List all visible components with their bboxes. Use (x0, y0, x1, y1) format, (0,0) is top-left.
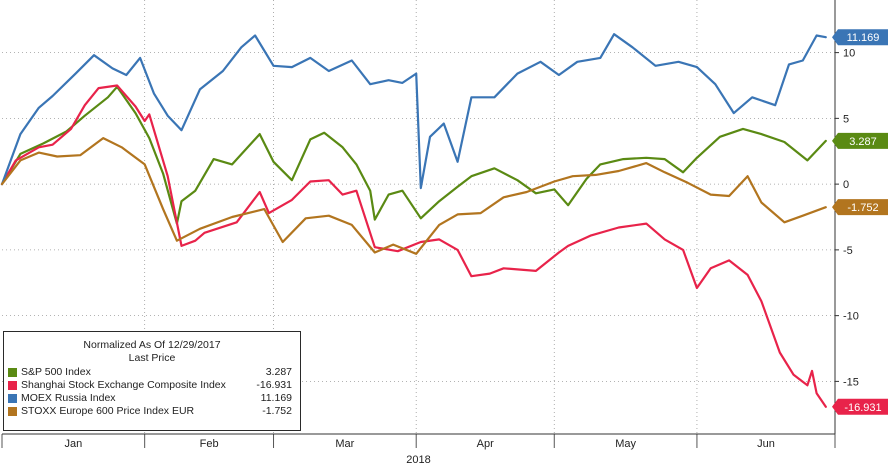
axes: 10 5 0 -5 -10 -15 Jan Feb Mar Apr May Jun 2018 (1, 0, 859, 466)
y-tick-label: -5 (843, 245, 853, 257)
end-label-moex: 11.169 (847, 32, 880, 44)
legend: Normalized As Of 12/29/2017 Last Price S… (3, 331, 301, 431)
y-tick-label: -10 (843, 311, 859, 323)
legend-swatch (8, 407, 17, 416)
series-layer (0, 33, 827, 408)
series-line-moex (0, 33, 827, 190)
x-tick-label: Feb (200, 438, 219, 450)
legend-swatch (8, 368, 17, 377)
y-tick-label: 10 (843, 48, 855, 60)
end-label-shanghai: -16.931 (844, 402, 881, 414)
y-tick-label: 5 (843, 113, 849, 125)
series-line-stoxx (0, 137, 827, 255)
legend-series-name: Shanghai Stock Exchange Composite Index (21, 379, 226, 391)
legend-entry-stoxx: STOXX Europe 600 Price Index EUR -1.752 (4, 405, 300, 418)
end-label-sp500-bg (832, 132, 888, 149)
legend-header: Normalized As Of 12/29/2017 Last Price (4, 339, 300, 365)
end-value-labels: 3.287 -16.931 11.169 -1.752 (832, 29, 888, 415)
legend-entry-shanghai: Shanghai Stock Exchange Composite Index … (4, 379, 300, 392)
legend-swatch (8, 394, 17, 403)
legend-entry-sp500: S&P 500 Index 3.287 (4, 366, 300, 379)
end-label-sp500: 3.287 (849, 136, 877, 148)
y-tick-label: -15 (843, 376, 859, 388)
x-tick-label: Jun (757, 438, 775, 450)
legend-swatch (8, 381, 17, 390)
series-line-sp500 (0, 85, 827, 225)
x-tick-label: Apr (477, 438, 494, 450)
end-label-shanghai-bg (832, 398, 888, 415)
legend-entry-moex: MOEX Russia Index 11.169 (4, 392, 300, 405)
legend-series-value: 3.287 (265, 366, 292, 378)
end-label-stoxx: -1.752 (847, 202, 878, 214)
series-line-shanghai (0, 84, 827, 408)
legend-header-line-1: Normalized As Of 12/29/2017 (83, 339, 221, 351)
end-label-stoxx-bg (832, 199, 888, 216)
x-tick-label: Mar (335, 438, 354, 450)
x-tick-label: Jan (64, 438, 82, 450)
legend-series-value: -1.752 (262, 405, 292, 417)
legend-series-value: 11.169 (260, 392, 292, 404)
x-tick-label: May (615, 438, 636, 450)
y-tick-label: 0 (843, 179, 849, 191)
legend-series-name: MOEX Russia Index (21, 392, 116, 404)
x-axis-title: 2018 (406, 454, 430, 466)
end-label-moex-bg (832, 29, 888, 46)
legend-series-name: STOXX Europe 600 Price Index EUR (21, 405, 195, 417)
legend-series-value: -16.931 (256, 379, 292, 391)
legend-header-line-2: Last Price (128, 352, 176, 364)
legend-series-name: S&P 500 Index (21, 366, 91, 378)
